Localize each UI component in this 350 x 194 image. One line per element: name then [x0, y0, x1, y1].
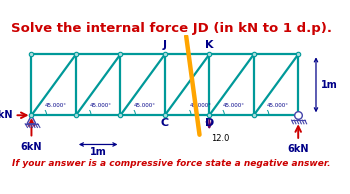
Text: 6kN: 6kN: [21, 142, 42, 152]
Text: K: K: [205, 40, 214, 50]
Text: 1m: 1m: [90, 147, 106, 157]
Text: 6kN: 6kN: [287, 145, 309, 154]
Text: 45.000°: 45.000°: [267, 103, 289, 108]
Text: C: C: [161, 118, 169, 128]
Text: 45.000°: 45.000°: [89, 103, 111, 108]
Text: 45.000°: 45.000°: [189, 103, 211, 108]
Text: If your answer is a compressive force state a negative answer.: If your answer is a compressive force st…: [12, 159, 331, 168]
Text: 45.000°: 45.000°: [134, 103, 156, 108]
Text: Solve the internal force JD (in kN to 1 d.p).: Solve the internal force JD (in kN to 1 …: [11, 22, 332, 35]
Text: 45.000°: 45.000°: [45, 103, 67, 108]
Text: 45.000°: 45.000°: [223, 103, 245, 108]
Text: J: J: [163, 40, 167, 50]
Text: 1m: 1m: [321, 80, 338, 90]
Text: 0kN: 0kN: [0, 110, 13, 120]
Text: D: D: [205, 118, 214, 128]
Text: 12.0: 12.0: [211, 133, 230, 143]
Polygon shape: [27, 115, 36, 124]
